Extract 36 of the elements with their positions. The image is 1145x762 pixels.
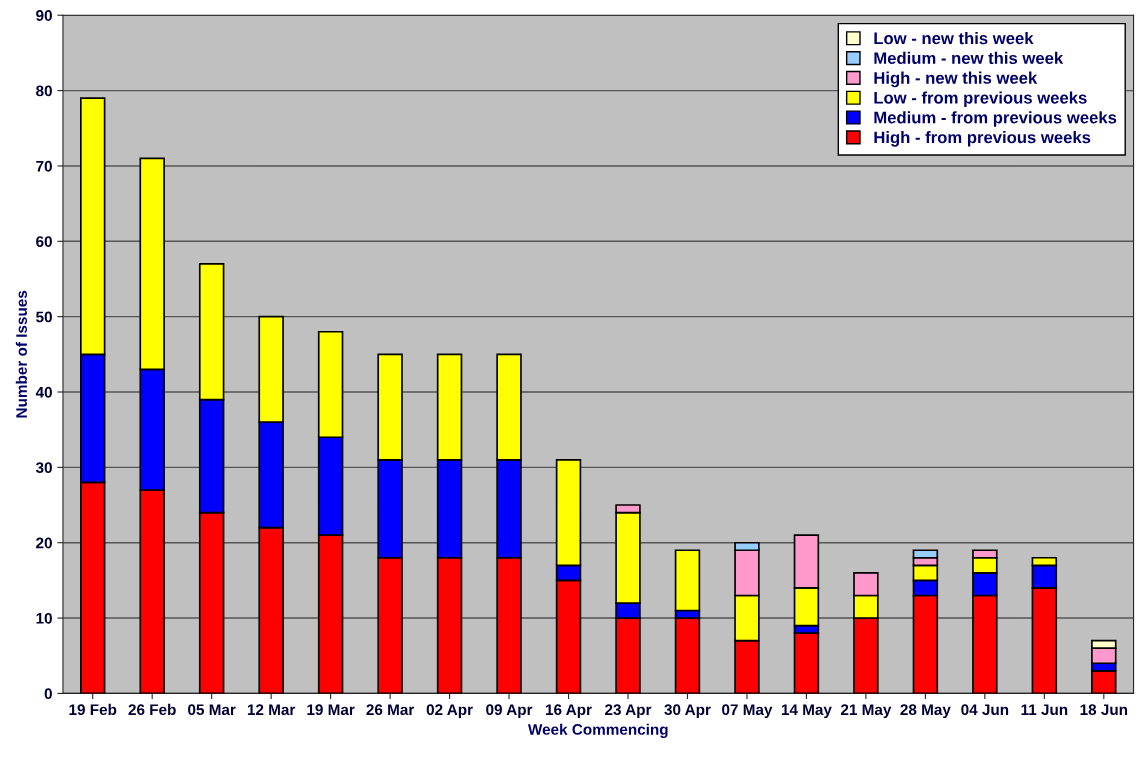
x-axis-title: Week Commencing	[527, 723, 668, 738]
y-tick-label: 70	[36, 160, 52, 172]
x-tick-label: 09 Apr	[486, 704, 533, 719]
y-tick-label: 60	[36, 236, 52, 247]
x-tick-label: 18 Jun	[1080, 704, 1128, 716]
x-tick-label: 11 Jun	[1021, 704, 1068, 716]
legend-label: Low - from previous weeks	[874, 91, 1087, 107]
x-tick-label: 14 May	[781, 704, 832, 719]
legend-label: Medium - from previous weeks	[874, 111, 1117, 127]
x-tick-label: 26 Mar	[366, 704, 415, 716]
x-tick-label: 19 Feb	[69, 703, 117, 716]
x-tick-label: 16 Apr	[546, 704, 592, 719]
y-tick-label: 90	[36, 10, 52, 21]
legend-label: High - from previous weeks	[874, 131, 1091, 147]
legend-label: High - new this week	[874, 71, 1038, 88]
y-tick-label: 80	[36, 85, 52, 97]
x-tick-label: 02 Apr	[426, 704, 473, 719]
x-tick-label: 07 May	[722, 704, 773, 719]
x-tick-label: 12 Mar	[247, 704, 296, 716]
y-axis-title: Number of Issues	[15, 290, 27, 418]
x-tick-label: 05 Mar	[188, 704, 236, 716]
x-tick-label: 30 Apr	[664, 704, 711, 719]
y-tick-label: 10	[36, 612, 52, 624]
legend-label: Medium - new this week	[874, 51, 1064, 65]
x-tick-label: 28 May	[900, 704, 951, 719]
x-tick-label: 26 Feb	[128, 703, 176, 716]
y-tick-label: 40	[35, 386, 52, 398]
x-tick-label: 19 Mar	[307, 704, 355, 716]
y-tick-label: 20	[36, 537, 52, 549]
x-tick-label: 21 May	[840, 704, 892, 719]
x-tick-label: 23 Apr	[605, 704, 652, 719]
x-tick-label: 04 Jun	[961, 704, 1009, 716]
y-tick-label: 0	[44, 688, 52, 700]
y-tick-label: 30	[35, 462, 52, 474]
y-tick-label: 50	[36, 311, 52, 323]
legend-label: Low - new this week	[874, 32, 1034, 45]
